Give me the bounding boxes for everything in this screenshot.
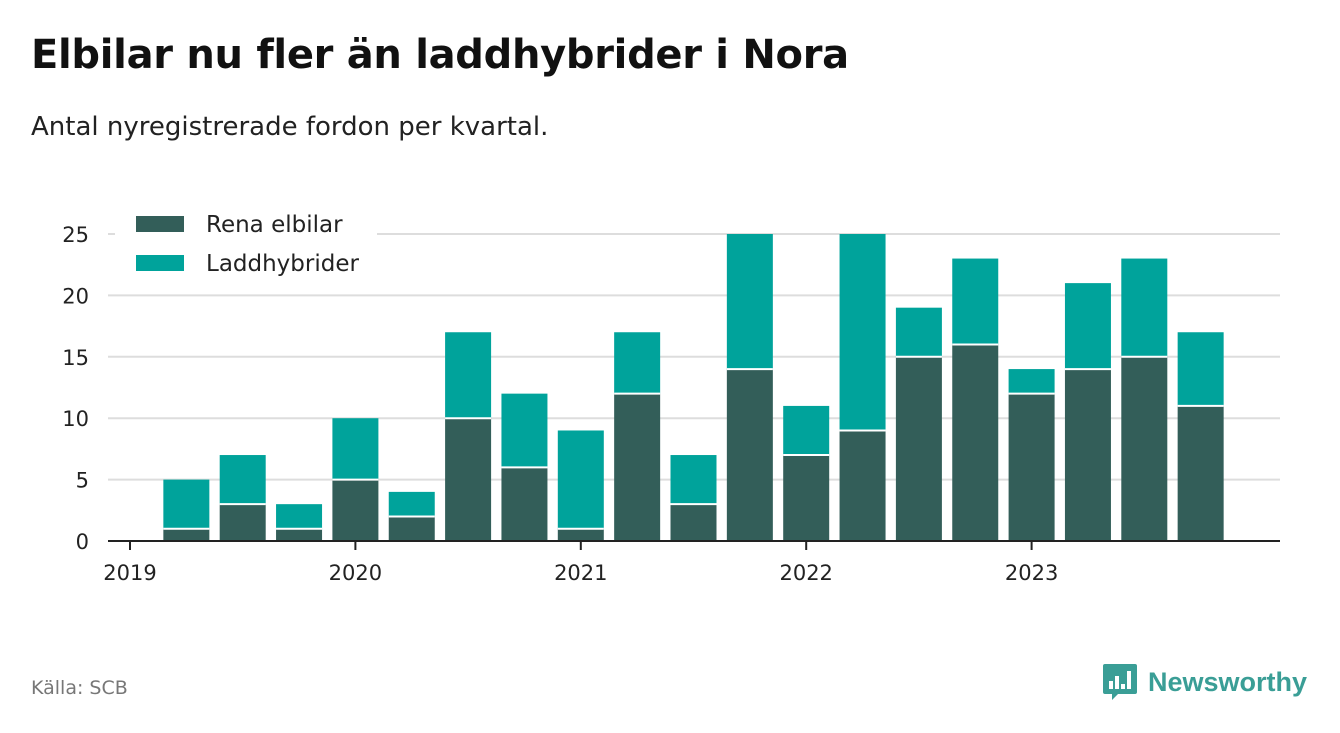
legend-swatch	[136, 255, 184, 271]
bar-rena-elbilar[interactable]	[1177, 405, 1224, 541]
x-tick-label: 2020	[329, 561, 382, 585]
bar-laddhybrider[interactable]	[163, 479, 210, 529]
y-tick-label: 0	[76, 530, 89, 554]
bar-laddhybrider[interactable]	[783, 405, 830, 456]
bar-rena-elbilar[interactable]	[219, 504, 266, 541]
bar-chart-speech-bubble-icon	[1103, 664, 1137, 700]
source-label: Källa: SCB	[31, 677, 128, 699]
bar-rena-elbilar[interactable]	[895, 356, 942, 541]
x-tick-label: 2022	[779, 561, 832, 585]
bar-laddhybrider[interactable]	[388, 491, 435, 517]
x-tick-label: 2021	[554, 561, 607, 585]
bar-laddhybrider[interactable]	[1121, 258, 1168, 357]
bar-rena-elbilar[interactable]	[445, 418, 492, 541]
bar-laddhybrider[interactable]	[1008, 369, 1055, 394]
bar-rena-elbilar[interactable]	[1008, 393, 1055, 541]
bar-rena-elbilar[interactable]	[1064, 369, 1111, 541]
bar-laddhybrider[interactable]	[1177, 332, 1224, 406]
bar-rena-elbilar[interactable]	[557, 528, 604, 541]
bar-rena-elbilar[interactable]	[670, 504, 717, 541]
bar-rena-elbilar[interactable]	[276, 528, 323, 541]
bar-laddhybrider[interactable]	[557, 430, 604, 529]
bar-rena-elbilar[interactable]	[332, 479, 379, 541]
bar-rena-elbilar[interactable]	[952, 344, 999, 541]
bar-laddhybrider[interactable]	[445, 332, 492, 419]
bar-rena-elbilar[interactable]	[614, 393, 661, 541]
bars	[163, 234, 1224, 541]
y-tick-label: 15	[62, 346, 89, 370]
bar-laddhybrider[interactable]	[895, 307, 942, 357]
newsworthy-logo[interactable]: Newsworthy	[1102, 662, 1307, 702]
bar-laddhybrider[interactable]	[219, 455, 266, 505]
bar-laddhybrider[interactable]	[276, 504, 323, 529]
y-tick-label: 25	[62, 223, 89, 247]
bar-rena-elbilar[interactable]	[163, 528, 210, 541]
legend-label: Rena elbilar	[206, 212, 343, 238]
chart-title: Elbilar nu fler än laddhybrider i Nora	[31, 32, 849, 78]
bar-rena-elbilar[interactable]	[501, 467, 548, 541]
legend-swatch	[136, 216, 184, 232]
bar-laddhybrider[interactable]	[332, 418, 379, 480]
bar-laddhybrider[interactable]	[952, 258, 999, 345]
x-tick-label: 2023	[1005, 561, 1058, 585]
brand-name: Newsworthy	[1148, 666, 1308, 697]
legend: Rena elbilar Laddhybrider	[115, 205, 377, 293]
bar-laddhybrider[interactable]	[501, 393, 548, 468]
bar-rena-elbilar[interactable]	[783, 455, 830, 541]
bar-rena-elbilar[interactable]	[726, 369, 773, 541]
bar-rena-elbilar[interactable]	[388, 516, 435, 541]
chart-subtitle: Antal nyregistrerade fordon per kvartal.	[31, 112, 549, 142]
y-tick-label: 5	[76, 469, 89, 493]
legend-label: Laddhybrider	[206, 251, 359, 277]
bar-laddhybrider[interactable]	[614, 332, 661, 394]
x-tick-label: 2019	[103, 561, 156, 585]
y-tick-label: 20	[62, 284, 89, 308]
bar-laddhybrider[interactable]	[1064, 283, 1111, 370]
bar-laddhybrider[interactable]	[726, 234, 773, 370]
y-tick-label: 10	[62, 407, 89, 431]
y-axis-ticks: 0 5 10 15 20 25	[62, 223, 89, 554]
bar-rena-elbilar[interactable]	[1121, 356, 1168, 541]
bar-laddhybrider[interactable]	[670, 455, 717, 505]
bar-rena-elbilar[interactable]	[839, 430, 886, 541]
bar-laddhybrider[interactable]	[839, 234, 886, 431]
x-axis-ticks: 2019 2020 2021 2022 2023	[103, 541, 1058, 585]
